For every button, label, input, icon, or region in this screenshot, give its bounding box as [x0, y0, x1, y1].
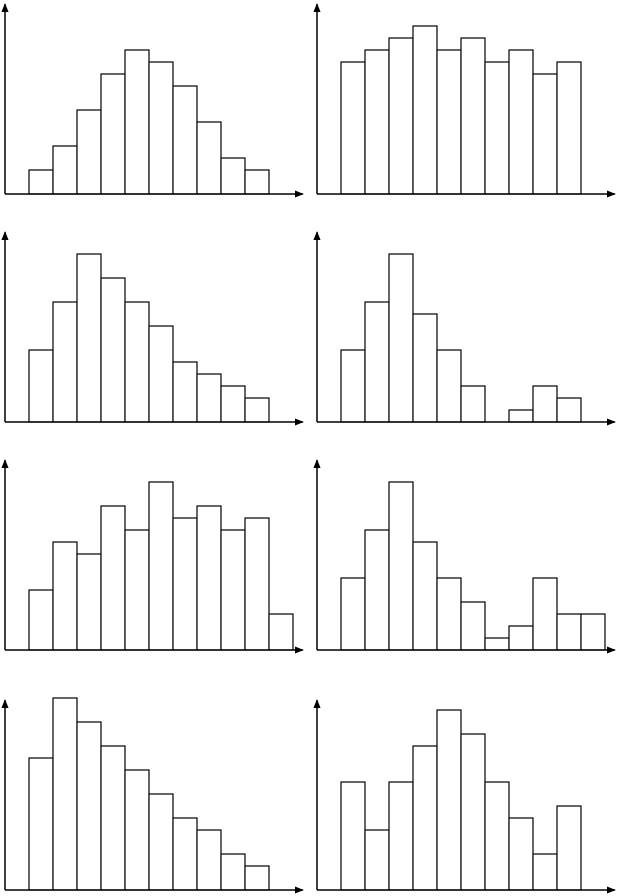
bar [508, 817, 534, 891]
bar [28, 757, 54, 891]
bar [556, 397, 582, 423]
bar [460, 385, 486, 423]
bar [388, 253, 414, 423]
bar [412, 313, 438, 423]
bar [148, 481, 174, 651]
bar [484, 781, 510, 891]
bar [220, 157, 246, 195]
bar [556, 805, 582, 891]
bar [100, 745, 126, 891]
bar [580, 613, 606, 651]
bar [196, 373, 222, 423]
bar [556, 613, 582, 651]
bar [124, 49, 150, 195]
bar [148, 61, 174, 195]
bar [484, 637, 510, 651]
bar [196, 121, 222, 195]
bar [52, 541, 78, 651]
bar [340, 349, 366, 423]
bar [532, 577, 558, 651]
bar [76, 109, 102, 195]
bar [100, 505, 126, 651]
bar [172, 817, 198, 891]
bar [28, 349, 54, 423]
bar [532, 385, 558, 423]
bar [364, 301, 390, 423]
bar [76, 721, 102, 891]
bar [244, 865, 270, 891]
bar [124, 301, 150, 423]
bar [52, 145, 78, 195]
bar [508, 625, 534, 651]
bar [436, 349, 462, 423]
bar [436, 577, 462, 651]
bar [196, 505, 222, 651]
bar [460, 733, 486, 891]
bar [532, 853, 558, 891]
bar [124, 529, 150, 651]
bar [220, 853, 246, 891]
bar [172, 517, 198, 651]
bar [364, 829, 390, 891]
bar [436, 49, 462, 195]
bar [412, 541, 438, 651]
bar [508, 49, 534, 195]
bar [52, 301, 78, 423]
bar [244, 397, 270, 423]
bar [460, 37, 486, 195]
bar [148, 325, 174, 423]
bar [268, 613, 294, 651]
bar [460, 601, 486, 651]
bar [340, 781, 366, 891]
bar [172, 361, 198, 423]
bar [340, 577, 366, 651]
bar [412, 745, 438, 891]
bar [100, 277, 126, 423]
bar [412, 25, 438, 195]
bar [28, 169, 54, 195]
bar [196, 829, 222, 891]
bar [532, 73, 558, 195]
bar [556, 61, 582, 195]
bar [388, 781, 414, 891]
bar [220, 385, 246, 423]
bar [508, 409, 534, 423]
bar [148, 793, 174, 891]
bar [364, 49, 390, 195]
bar [364, 529, 390, 651]
bar [388, 481, 414, 651]
bar [172, 85, 198, 195]
bar [484, 61, 510, 195]
bar [436, 709, 462, 891]
bar [124, 769, 150, 891]
bar [340, 61, 366, 195]
bar [76, 253, 102, 423]
bar [220, 529, 246, 651]
bar [100, 73, 126, 195]
bar [388, 37, 414, 195]
bar [28, 589, 54, 651]
bar [244, 517, 270, 651]
bar [244, 169, 270, 195]
bar [76, 553, 102, 651]
bar [52, 697, 78, 891]
